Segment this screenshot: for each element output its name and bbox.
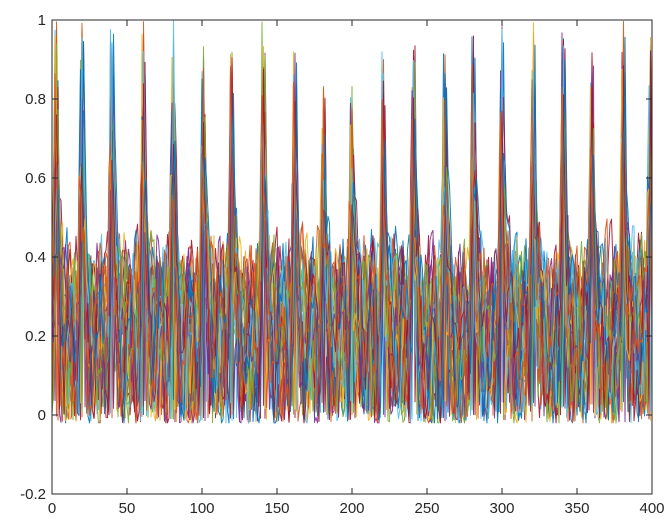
y-axis-tick-labels: -0.2 0 0.2 0.4 0.6 0.8 1 xyxy=(20,12,46,503)
x-tick-label: 300 xyxy=(489,500,514,517)
axis-ticks xyxy=(51,19,653,495)
series-line xyxy=(51,64,653,424)
x-tick-label: 200 xyxy=(339,500,364,517)
y-tick-label: 0 xyxy=(38,407,46,424)
y-tick-label: 0.6 xyxy=(25,170,46,187)
y-tick-label: 1 xyxy=(38,12,46,29)
x-tick-label: 250 xyxy=(414,500,439,517)
y-tick-label: -0.2 xyxy=(20,486,46,503)
x-tick-label: 150 xyxy=(264,500,289,517)
x-tick-label: 0 xyxy=(48,500,56,517)
x-tick-label: 50 xyxy=(119,500,136,517)
x-axis-tick-labels: 0 50 100 150 200 250 300 350 400 xyxy=(48,500,665,517)
series-lines xyxy=(51,19,653,424)
series-line xyxy=(51,50,653,424)
x-tick-label: 100 xyxy=(189,500,214,517)
x-tick-label: 350 xyxy=(564,500,589,517)
y-tick-label: 0.4 xyxy=(25,249,46,266)
x-tick-label: 400 xyxy=(639,500,664,517)
y-tick-label: 0.2 xyxy=(25,328,46,345)
y-tick-label: 0.8 xyxy=(25,91,46,108)
